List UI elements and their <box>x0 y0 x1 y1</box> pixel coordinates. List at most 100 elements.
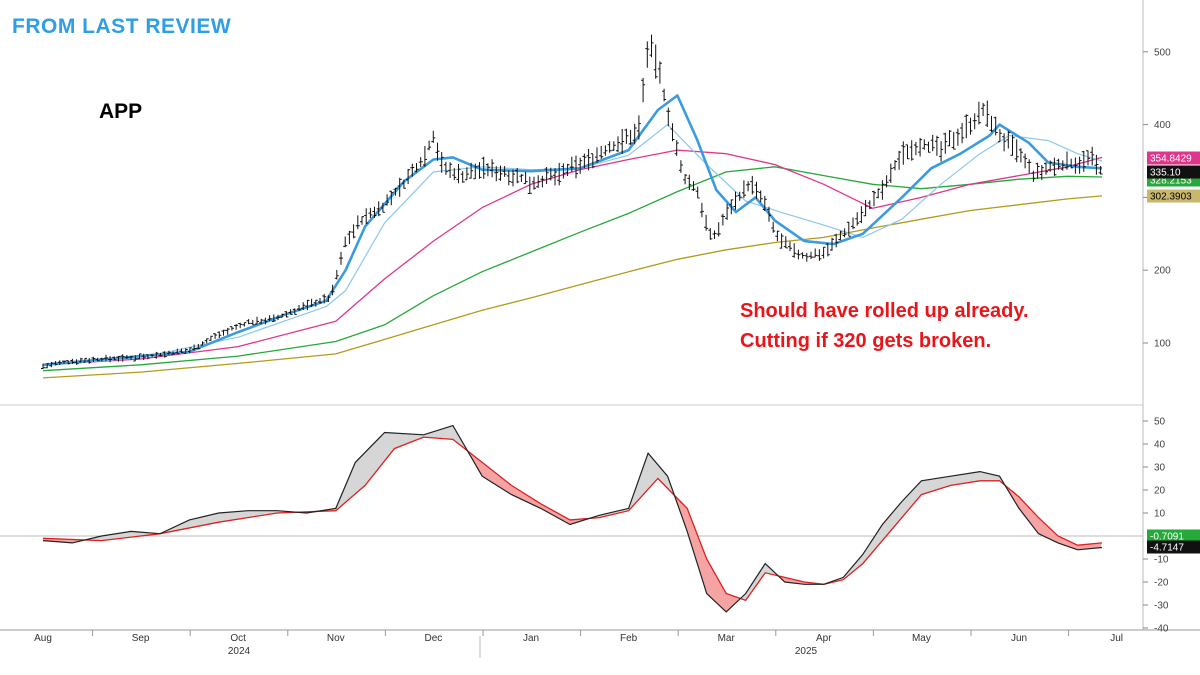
price-bar <box>108 356 113 363</box>
price-bar <box>653 44 658 79</box>
price-bar <box>1027 159 1032 174</box>
oscillator-fill <box>216 512 219 523</box>
price-bar <box>511 169 515 187</box>
oscillator-fill <box>987 473 990 481</box>
price-bar <box>783 236 788 249</box>
price-bar <box>158 352 163 357</box>
xtick-label: Jun <box>1011 633 1027 644</box>
osc-ytick-label: 50 <box>1154 417 1166 428</box>
oscillator-fill <box>224 512 227 522</box>
oscillator-fill <box>234 511 237 520</box>
oscillator-fill <box>647 452 651 490</box>
price-bar <box>893 160 897 171</box>
price-bar <box>225 327 230 335</box>
xtick-label: Dec <box>425 633 443 644</box>
price-bar <box>49 362 54 368</box>
oscillator-fill <box>968 472 971 483</box>
price-bar <box>557 162 562 186</box>
price-bar <box>481 156 486 179</box>
price-bar <box>750 175 755 195</box>
price-bar <box>884 175 889 188</box>
osc-ytick-label: -20 <box>1154 578 1169 589</box>
oscillator-fill <box>193 518 196 528</box>
oscillator-fill <box>938 477 942 490</box>
price-bar <box>695 186 700 199</box>
oscillator-main-line <box>42 424 1103 613</box>
price-bar <box>771 221 776 233</box>
oscillator-fill <box>378 436 381 469</box>
price-bar <box>846 221 851 237</box>
oscillator-fill <box>214 513 217 524</box>
price-bar <box>1060 160 1065 171</box>
price-bar <box>330 284 335 296</box>
oscillator-fill <box>199 516 202 527</box>
price-bar <box>204 338 209 344</box>
oscillator-fill <box>249 510 253 518</box>
price-bar <box>427 140 432 151</box>
price-bar <box>171 351 176 355</box>
price-bar <box>779 233 784 249</box>
price-bar <box>288 309 293 315</box>
price-bar <box>838 230 843 241</box>
price-bar <box>439 152 444 173</box>
price-bar <box>452 168 457 181</box>
price-bar <box>603 145 608 156</box>
price-bar <box>657 61 662 84</box>
osc-ytick-label: -40 <box>1154 624 1169 635</box>
price-bar <box>1073 157 1078 174</box>
price-bar <box>976 101 981 125</box>
osc-ytick-label: 20 <box>1154 486 1166 497</box>
ma-50-last-value: 354.8429 <box>1150 154 1192 165</box>
price-bar <box>397 177 402 197</box>
price-bar <box>41 363 45 370</box>
xtick-label: Jan <box>523 633 539 644</box>
price-bar <box>720 213 725 226</box>
price-bar <box>334 270 339 280</box>
price-bar <box>490 159 495 178</box>
price-bar <box>888 163 893 183</box>
price-bar <box>922 139 927 150</box>
price-bar <box>460 171 465 183</box>
price-bar <box>1065 151 1069 170</box>
oscillator-fill <box>398 433 401 448</box>
osc-signal-last-value: -0.7091 <box>1150 532 1184 543</box>
price-bar <box>662 88 667 102</box>
price-bar <box>292 308 297 315</box>
oscillator-fill <box>653 459 657 484</box>
price-bar <box>867 200 872 210</box>
price-bar <box>91 356 96 362</box>
oscillator-fill <box>952 475 955 486</box>
oscillator-fill <box>437 429 440 439</box>
header-title: FROM LAST REVIEW <box>12 15 232 38</box>
price-bar <box>1098 166 1103 175</box>
price-bar <box>733 191 738 210</box>
price-bar <box>624 128 629 144</box>
osc-ytick-label: -30 <box>1154 601 1169 612</box>
price-bar <box>83 357 87 363</box>
osc-ytick-label: 30 <box>1154 463 1166 474</box>
oscillator-fill <box>934 478 938 491</box>
price-bar <box>909 140 914 161</box>
price-bar <box>250 319 255 326</box>
price-bar <box>1086 150 1090 166</box>
price-bar <box>699 202 704 218</box>
price-bar <box>775 230 780 242</box>
oscillator-fill <box>484 463 487 480</box>
price-bar <box>145 354 150 360</box>
oscillator-fill <box>372 441 375 477</box>
price-bar <box>380 202 385 213</box>
oscillator-fill <box>985 472 988 481</box>
price-bar <box>99 357 104 362</box>
price-bar <box>280 313 285 318</box>
oscillator-signal-line <box>42 436 1103 602</box>
price-bar <box>410 163 415 177</box>
price-bar <box>120 354 125 362</box>
price-bar <box>57 360 62 365</box>
price-bar <box>607 141 612 153</box>
price-bar <box>741 180 746 198</box>
oscillator-fill <box>925 479 928 494</box>
price-bar <box>498 165 503 181</box>
price-bar <box>1052 157 1057 176</box>
price-bar <box>339 251 343 265</box>
